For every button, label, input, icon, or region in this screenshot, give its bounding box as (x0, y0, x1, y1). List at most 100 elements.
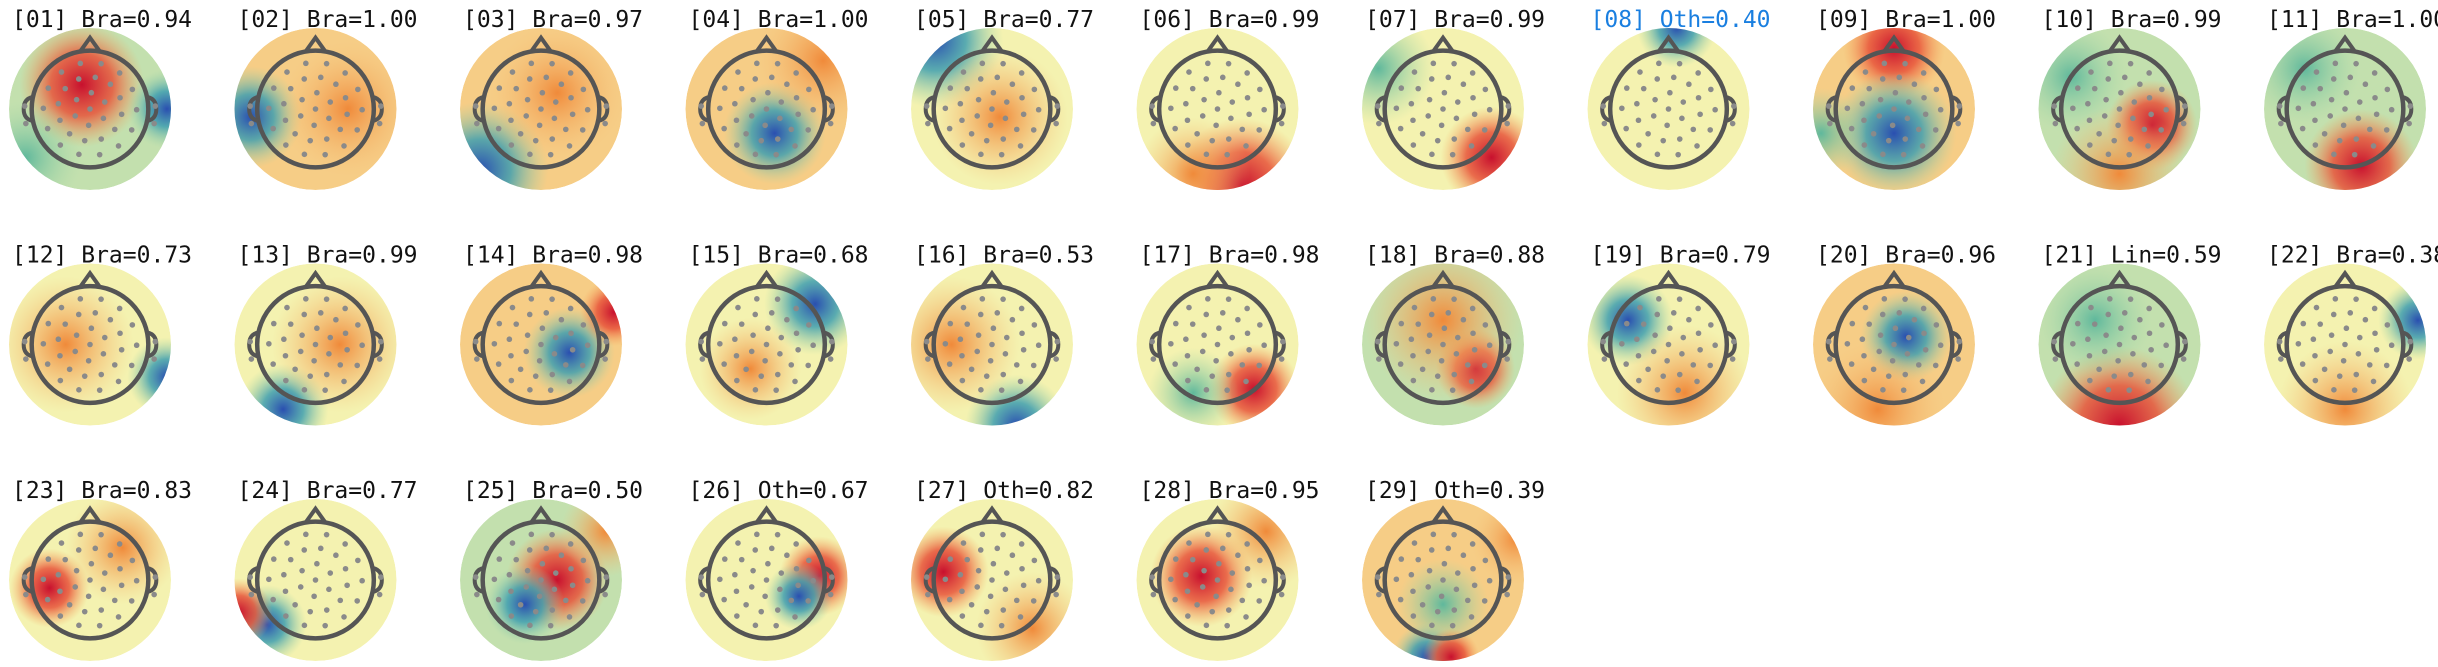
head-ear-left (2276, 95, 2289, 123)
electrode (763, 106, 770, 112)
electrode (947, 85, 954, 91)
electrode (1440, 577, 1446, 583)
electrode (1454, 570, 1461, 576)
electrode (957, 571, 964, 578)
electrode (342, 565, 349, 572)
component: [05] Bra=0.77 (911, 7, 1094, 190)
electrode (527, 622, 533, 629)
head-ear-right (1950, 95, 1963, 123)
electrode (784, 81, 790, 88)
electrode (1471, 582, 1478, 589)
electrode (754, 296, 760, 302)
electrode (1054, 103, 1061, 109)
component-label: [14] Bra=0.98 (463, 243, 643, 269)
electrode (1189, 85, 1196, 92)
electrode (1891, 106, 1897, 112)
head-ear-right (372, 330, 384, 359)
electrode (1451, 136, 1458, 142)
head-outline (1382, 519, 1504, 641)
electrode (523, 113, 530, 119)
electrode (768, 74, 775, 81)
electrode (523, 584, 530, 590)
electrode (603, 338, 610, 345)
electrode (1053, 356, 1059, 362)
electrode (543, 545, 550, 552)
electrode (359, 106, 365, 113)
electrode (549, 60, 555, 67)
electrode (1030, 362, 1037, 369)
electrode (107, 81, 114, 88)
head-outline (1382, 283, 1504, 406)
electrode (793, 305, 799, 312)
electrode (248, 120, 255, 127)
electrode (509, 69, 516, 75)
electrode (129, 557, 136, 564)
electrode (513, 556, 520, 563)
electrode (717, 576, 723, 583)
electrode (539, 560, 546, 567)
electrode (2121, 310, 2128, 316)
electrode (528, 60, 535, 67)
electrode (738, 321, 745, 327)
electrode (1185, 613, 1191, 619)
electrode (327, 99, 334, 105)
topo-blob (1363, 263, 1523, 400)
electrode (2406, 356, 2412, 362)
component-label: [05] Bra=0.77 (914, 7, 1094, 33)
electrode (342, 305, 348, 312)
electrode (568, 330, 574, 337)
component: [22] Bra=0.38 (2264, 243, 2438, 426)
electrode (2116, 106, 2123, 112)
component-label: [25] Bra=0.50 (463, 478, 643, 504)
component-label: [26] Oth=0.67 (689, 478, 869, 504)
electrode (968, 601, 975, 608)
electrode (960, 540, 967, 546)
electrode (1453, 115, 1460, 122)
electrode (111, 597, 118, 604)
head-ear-left (1374, 95, 1387, 123)
head-ear-right (146, 95, 159, 123)
head-ear-left (698, 95, 710, 123)
electrode (1634, 336, 1640, 343)
component-label: [13] Bra=0.99 (238, 243, 418, 269)
electrode (1209, 373, 1216, 379)
electrode (810, 342, 816, 349)
electrode (1017, 378, 1024, 385)
component: [14] Bra=0.98 (460, 243, 643, 426)
electrode (307, 137, 314, 144)
head-outline (2284, 48, 2406, 170)
electrode (1031, 86, 1038, 93)
electrode (1665, 341, 1672, 348)
electrode (2158, 127, 2165, 133)
electrode (1664, 122, 1670, 129)
electrode (1429, 387, 1435, 393)
component-label: [16] Bra=0.53 (914, 243, 1094, 269)
electrode (1844, 340, 1851, 347)
electrode (2406, 120, 2412, 127)
electrode (1933, 322, 1940, 328)
topomap (2264, 263, 2426, 426)
electrode (1000, 60, 1006, 67)
electrode (1468, 143, 1475, 149)
electrode (547, 151, 554, 158)
component-label: [02] Bra=1.00 (238, 7, 418, 33)
electrode (472, 574, 479, 580)
electrode (768, 545, 775, 552)
head-ear-right (2401, 95, 2414, 123)
electrode (1053, 591, 1059, 598)
electrode (23, 120, 29, 127)
electrode (2384, 322, 2391, 328)
electrode (1243, 614, 1249, 620)
electrode (989, 106, 995, 112)
electrode (495, 125, 502, 132)
electrode (532, 373, 539, 379)
electrode (284, 304, 290, 311)
electrode (1481, 598, 1488, 604)
electrode (1009, 552, 1016, 559)
electrode (968, 366, 975, 373)
electrode (2051, 103, 2057, 109)
electrode (1425, 348, 1432, 355)
electrode (1635, 352, 1642, 359)
head-nose (1656, 34, 1681, 53)
electrode (1504, 356, 1510, 362)
